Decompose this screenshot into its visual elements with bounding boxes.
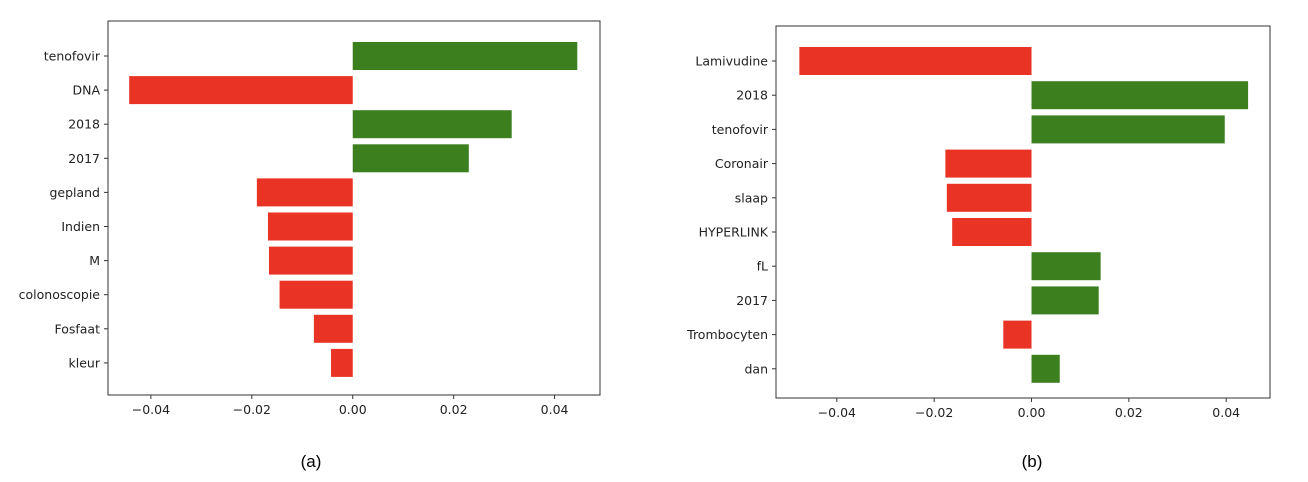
x-tick-label: −0.04 (818, 405, 856, 420)
bar-2017 (352, 144, 469, 173)
bar-fl (1031, 252, 1101, 281)
bar-colonoscopie (279, 280, 353, 309)
y-tick-label: 2018 (736, 88, 768, 103)
bar-m (268, 246, 353, 275)
y-tick-label: Coronair (715, 156, 769, 171)
bar-coronair (945, 149, 1032, 178)
bar-slaap (946, 183, 1032, 212)
y-tick-label: HYPERLINK (699, 225, 769, 240)
bar-chart-b: Lamivudine 2018 tenofovir Coronair slaap HYPE… (686, 25, 1271, 420)
x-tick-label: 0.02 (1115, 405, 1143, 420)
bar-tenofovir (352, 42, 578, 70)
y-tick-label: Indien (61, 219, 100, 234)
x-tick-label: 0.02 (440, 402, 468, 417)
bar-gepland (256, 178, 353, 207)
bar-trombocyten (1003, 320, 1032, 349)
caption-a: (a) (300, 452, 322, 471)
bar-kleur (331, 348, 353, 377)
x-tick-label: 0.04 (541, 402, 569, 417)
bar-hyperlink (952, 218, 1032, 246)
y-tick-label: colonoscopie (19, 287, 101, 302)
y-tick-label: slaap (735, 190, 768, 205)
x-tick-label: 0.00 (1018, 405, 1046, 420)
x-tick-label: 0.04 (1212, 405, 1240, 420)
x-tick-label: 0.00 (339, 402, 367, 417)
caption-b: (b) (1021, 452, 1043, 471)
y-tick-label: tenofovir (44, 49, 101, 64)
chart-panel-b: Lamivudine 2018 tenofovir Coronair slaap HYPE… (650, 0, 1300, 440)
y-tick-label: gepland (49, 185, 100, 200)
y-tick-label: M (89, 253, 100, 268)
bar-2018 (1031, 81, 1249, 110)
y-tick-label: 2018 (68, 117, 100, 132)
bar-chart-a: tenofovir DNA 2018 2017 gepland Indien Mcolono… (19, 20, 601, 417)
y-tick-label: tenofovir (712, 122, 769, 137)
plot-frame (107, 20, 601, 396)
x-tick-label: −0.04 (132, 402, 170, 417)
y-tick-label: 2017 (736, 293, 768, 308)
y-tick-label: Trombocyten (686, 327, 768, 342)
y-tick-label: dan (744, 361, 768, 376)
y-tick-label: 2017 (68, 151, 100, 166)
y-tick-label: Fosfaat (54, 321, 100, 336)
bar-dan (1031, 354, 1060, 383)
bar-indien (267, 212, 353, 241)
bar-2018 (352, 110, 512, 139)
bar-tenofovir (1031, 115, 1225, 144)
y-tick-label: fL (757, 259, 768, 274)
plot-frame (775, 25, 1271, 399)
bar-fosfaat (313, 314, 353, 343)
y-tick-label: Lamivudine (695, 54, 768, 69)
x-tick-label: −0.02 (233, 402, 271, 417)
bar-2017 (1031, 286, 1099, 315)
bar-lamivudine (799, 47, 1032, 75)
y-tick-label: kleur (69, 355, 101, 370)
x-tick-label: −0.02 (915, 405, 953, 420)
y-tick-label: DNA (72, 83, 100, 98)
bar-dna (129, 76, 353, 105)
